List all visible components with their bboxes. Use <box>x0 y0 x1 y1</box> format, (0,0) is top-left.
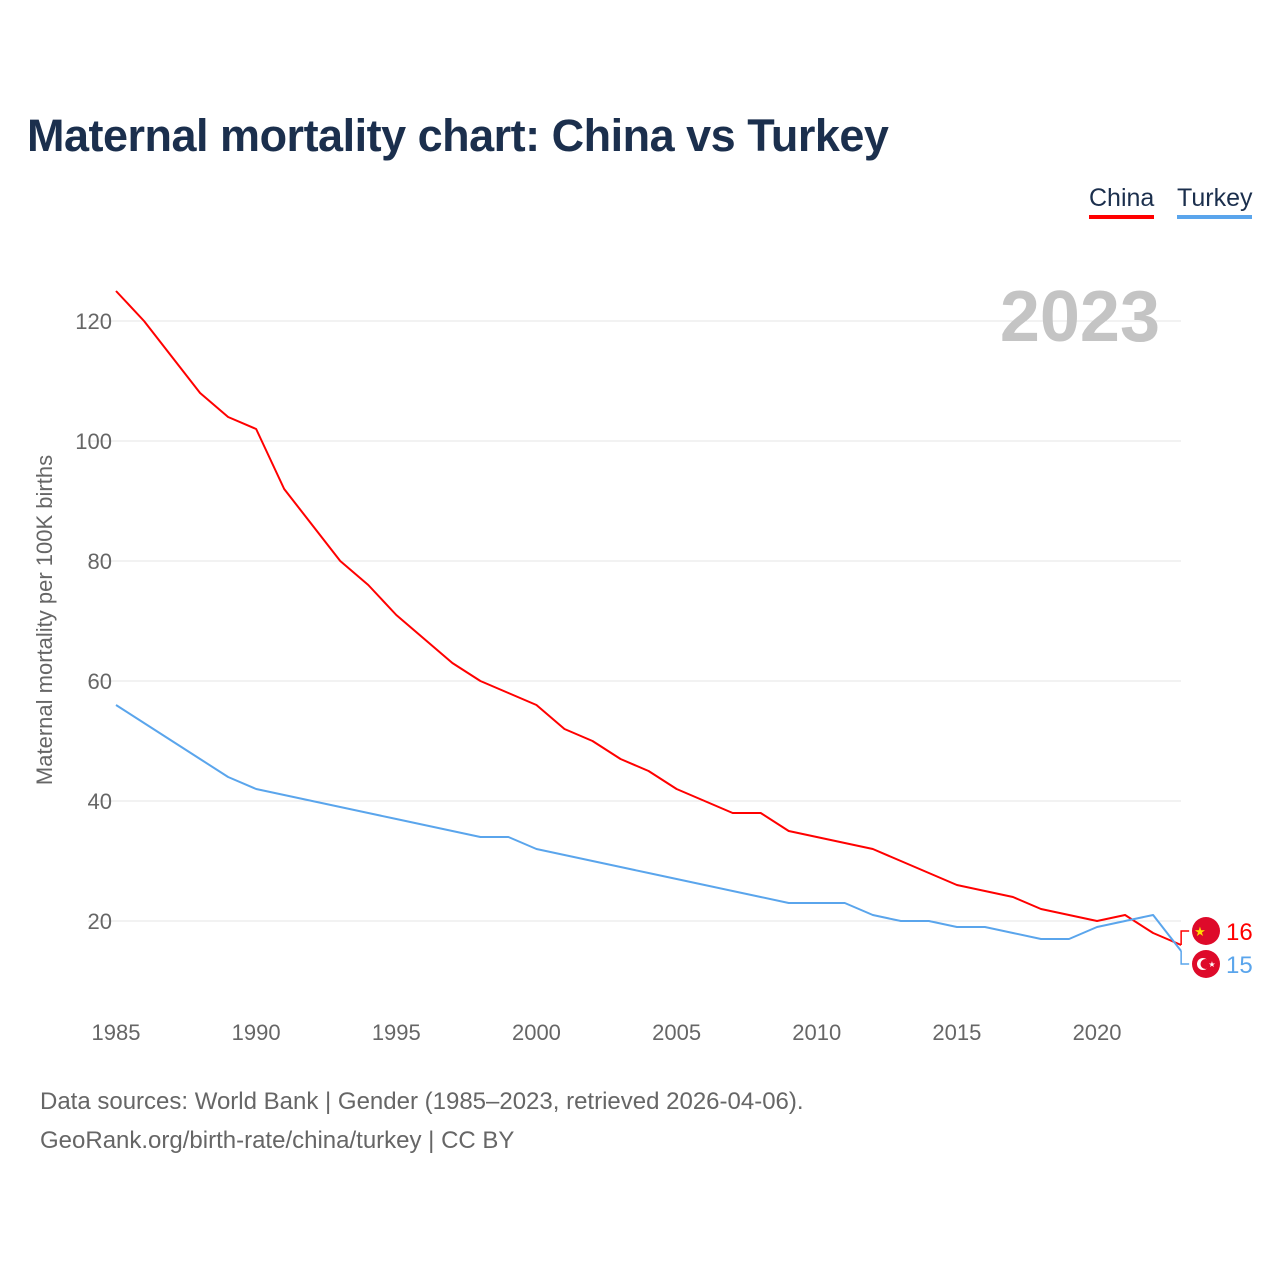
flag-star-icon: ★ <box>1208 960 1215 969</box>
flag-star-icon: ★ <box>1194 924 1206 939</box>
source-line: Data sources: World Bank | Gender (1985–… <box>40 1088 804 1115</box>
y-tick-label: 80 <box>88 549 112 574</box>
x-tick-label: 1990 <box>232 1020 281 1045</box>
y-axis-label: Maternal mortality per 100K births <box>32 455 57 785</box>
x-tick-label: 2020 <box>1073 1020 1122 1045</box>
crescent-icon <box>1200 959 1211 969</box>
attribution-line: GeoRank.org/birth-rate/china/turkey | CC… <box>40 1127 515 1154</box>
y-tick-label: 40 <box>88 789 112 814</box>
x-tick-label: 2005 <box>652 1020 701 1045</box>
y-tick-label: 120 <box>75 309 112 334</box>
leader-line <box>1180 951 1190 965</box>
china-flag-icon <box>1192 917 1220 945</box>
y-tick-label: 60 <box>88 669 112 694</box>
end-value-label: 15 <box>1226 952 1253 979</box>
x-tick-label: 1985 <box>92 1020 141 1045</box>
chart-title: Maternal mortality chart: China vs Turke… <box>27 110 889 161</box>
y-tick-label: 20 <box>88 909 112 934</box>
x-tick-label: 2015 <box>932 1020 981 1045</box>
series-line-turkey <box>115 704 1182 952</box>
legend-turkey[interactable]: Turkey <box>1177 184 1253 219</box>
end-value-label: 16 <box>1226 919 1253 946</box>
x-tick-label: 2010 <box>792 1020 841 1045</box>
x-tick-label: 2000 <box>512 1020 561 1045</box>
x-tick-label: 1995 <box>372 1020 421 1045</box>
legend-china[interactable]: China <box>1089 184 1155 219</box>
series-line-china <box>115 290 1182 946</box>
year-watermark: 2023 <box>1000 277 1160 357</box>
leader-line <box>1180 930 1190 945</box>
y-tick-label: 100 <box>75 429 112 454</box>
